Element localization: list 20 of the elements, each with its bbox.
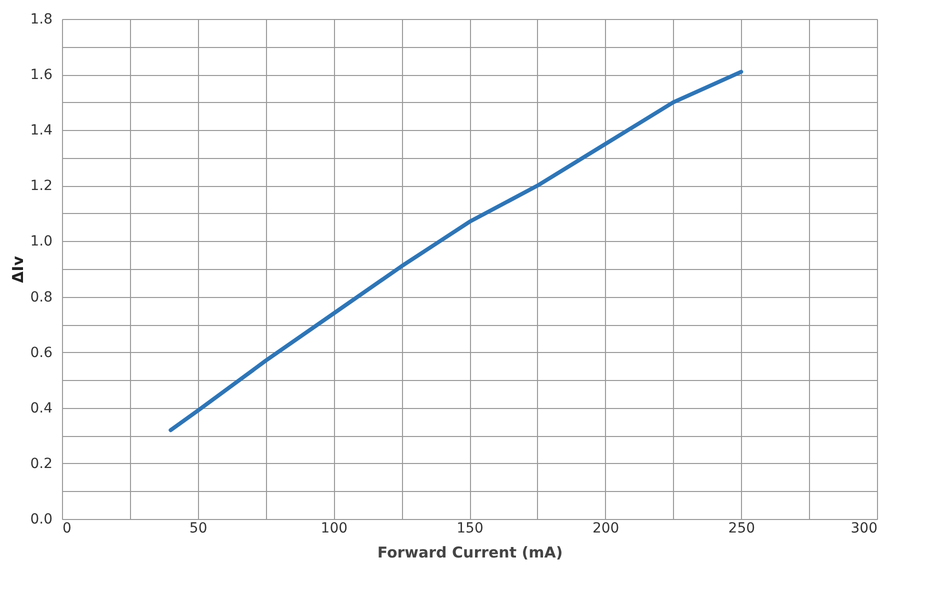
x-tick-label: 0 <box>62 520 72 536</box>
y-axis-title: ΔIv <box>9 256 28 283</box>
x-axis-title: Forward Current (mA) <box>377 544 563 562</box>
y-tick-label: 1.0 <box>30 234 52 250</box>
y-tick-label: 0.0 <box>30 512 52 528</box>
y-tick-label: 1.2 <box>30 178 52 194</box>
line-series <box>168 70 744 432</box>
y-tick-label: 0.8 <box>30 289 52 306</box>
x-tick-label: 250 <box>728 520 756 536</box>
y-tick-label: 0.2 <box>30 456 52 472</box>
y-tick-label: 1.6 <box>30 67 53 84</box>
x-tick-label: 150 <box>456 520 484 536</box>
x-tick-label: 200 <box>592 520 620 536</box>
y-tick-label: 0.4 <box>30 400 53 416</box>
y-tick-label: 1.8 <box>30 12 52 28</box>
x-tick-label: 50 <box>189 520 208 536</box>
x-tick-label: 300 <box>850 520 878 536</box>
y-tick-label: 0.6 <box>30 344 53 361</box>
x-tick-label: 100 <box>320 520 348 536</box>
y-tick-label: 1.4 <box>30 122 53 139</box>
